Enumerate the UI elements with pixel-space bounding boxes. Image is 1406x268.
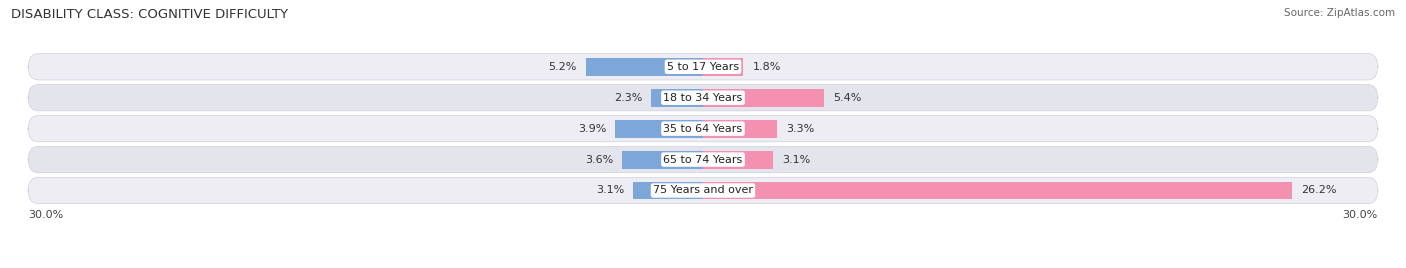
Bar — [651, 89, 703, 107]
Text: 1.8%: 1.8% — [752, 62, 780, 72]
Text: 75 Years and over: 75 Years and over — [652, 185, 754, 195]
Bar — [703, 181, 1292, 199]
Text: 3.1%: 3.1% — [596, 185, 624, 195]
Bar — [703, 58, 744, 76]
Text: 26.2%: 26.2% — [1302, 185, 1337, 195]
Text: 3.3%: 3.3% — [786, 124, 814, 134]
FancyBboxPatch shape — [28, 85, 1378, 111]
FancyBboxPatch shape — [28, 116, 1378, 142]
FancyBboxPatch shape — [28, 177, 1378, 204]
Text: 30.0%: 30.0% — [1343, 210, 1378, 220]
Bar — [616, 120, 703, 137]
Bar — [703, 151, 773, 169]
Text: 3.9%: 3.9% — [578, 124, 606, 134]
Text: Source: ZipAtlas.com: Source: ZipAtlas.com — [1284, 8, 1395, 18]
Text: 35 to 64 Years: 35 to 64 Years — [664, 124, 742, 134]
FancyBboxPatch shape — [28, 54, 1378, 80]
Bar — [621, 151, 703, 169]
Text: 65 to 74 Years: 65 to 74 Years — [664, 155, 742, 165]
Bar — [703, 120, 778, 137]
Text: 30.0%: 30.0% — [28, 210, 63, 220]
Text: 3.1%: 3.1% — [782, 155, 810, 165]
Text: 18 to 34 Years: 18 to 34 Years — [664, 93, 742, 103]
Bar — [633, 181, 703, 199]
Bar — [586, 58, 703, 76]
FancyBboxPatch shape — [28, 146, 1378, 173]
Legend: Male, Female: Male, Female — [638, 264, 768, 268]
Text: DISABILITY CLASS: COGNITIVE DIFFICULTY: DISABILITY CLASS: COGNITIVE DIFFICULTY — [11, 8, 288, 21]
Text: 5.4%: 5.4% — [834, 93, 862, 103]
Text: 3.6%: 3.6% — [585, 155, 613, 165]
Text: 2.3%: 2.3% — [614, 93, 643, 103]
Text: 5 to 17 Years: 5 to 17 Years — [666, 62, 740, 72]
Text: 5.2%: 5.2% — [548, 62, 576, 72]
Bar — [703, 89, 824, 107]
